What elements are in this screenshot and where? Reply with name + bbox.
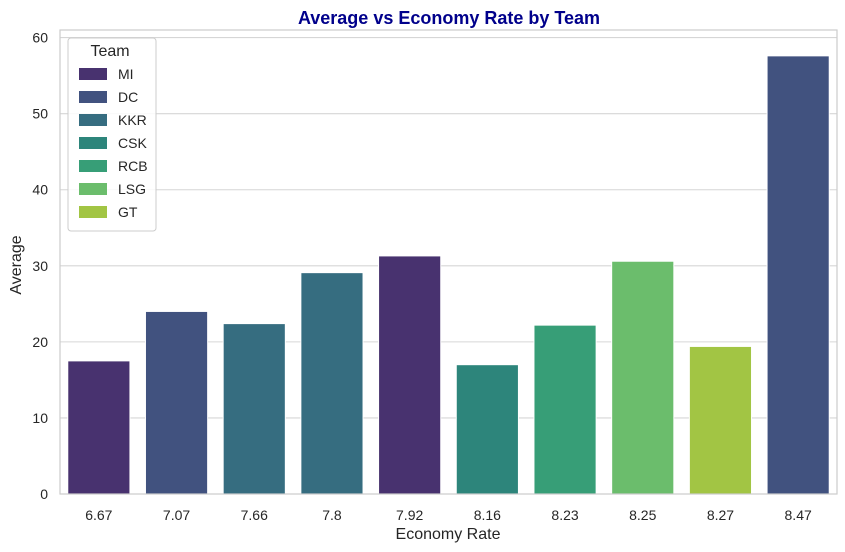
y-tick-labels: 0 10 20 30 40 50 60: [32, 30, 48, 502]
bar-kkr: [300, 272, 364, 495]
x-axis-title: Economy Rate: [396, 526, 501, 543]
y-tick-label: 30: [32, 258, 48, 274]
legend-label-lsg: LSG: [118, 181, 146, 197]
chart-title: Average vs Economy Rate by Team: [298, 8, 600, 28]
x-tick-labels: 6.67 7.07 7.66 7.8 7.92 8.16 8.23 8.25 8.27 8.47: [85, 507, 812, 523]
bar-mi: [378, 255, 442, 495]
x-tick-label: 7.07: [163, 507, 190, 523]
bar-gt: [688, 345, 753, 495]
y-tick-label: 0: [40, 486, 48, 502]
plot-frame: [59, 29, 838, 495]
x-tick-label: 8.25: [629, 507, 656, 523]
legend-label-gt: GT: [118, 204, 138, 220]
y-tick-label: 40: [32, 182, 48, 198]
legend-label-csk: CSK: [118, 135, 147, 151]
bar-rcb: [533, 324, 597, 495]
legend-label-mi: MI: [118, 66, 134, 82]
bar-kkr: [222, 323, 286, 495]
x-tick-label: 8.23: [551, 507, 578, 523]
x-tick-label: 6.67: [85, 507, 112, 523]
legend-items: MI DC KKR CSK RCB LSG GT: [79, 66, 148, 220]
x-tick-label: 7.66: [241, 507, 268, 523]
legend-swatch-gt: [79, 206, 107, 218]
legend-label-rcb: RCB: [118, 158, 148, 174]
y-tick-label: 10: [32, 410, 48, 426]
legend-box: [67, 37, 157, 232]
x-tick-label: 8.27: [707, 507, 734, 523]
y-tick-label: 20: [32, 334, 48, 350]
y-tick-label: 60: [32, 30, 48, 46]
legend-swatch-rcb: [79, 160, 107, 172]
bars: [67, 55, 830, 495]
legend: Team MI DC KKR CSK RCB LSG GT: [67, 37, 157, 232]
y-axis-title: Average: [8, 235, 25, 294]
x-tick-label: 7.8: [322, 507, 342, 523]
bar-mi: [67, 360, 131, 495]
legend-label-kkr: KKR: [118, 112, 147, 128]
legend-swatch-dc: [79, 91, 107, 103]
legend-swatch-lsg: [79, 183, 107, 195]
x-tick-label: 8.47: [785, 507, 812, 523]
legend-label-dc: DC: [118, 89, 138, 105]
legend-title: Team: [90, 43, 129, 60]
x-tick-label: 8.16: [474, 507, 501, 523]
bar-lsg: [611, 260, 675, 495]
y-tick-label: 50: [32, 106, 48, 122]
legend-swatch-kkr: [79, 114, 107, 126]
legend-swatch-mi: [79, 68, 107, 80]
bar-csk: [455, 364, 519, 495]
legend-swatch-csk: [79, 137, 107, 149]
bar-dc: [766, 55, 830, 495]
x-tick-label: 7.92: [396, 507, 423, 523]
bar-dc: [144, 310, 209, 495]
